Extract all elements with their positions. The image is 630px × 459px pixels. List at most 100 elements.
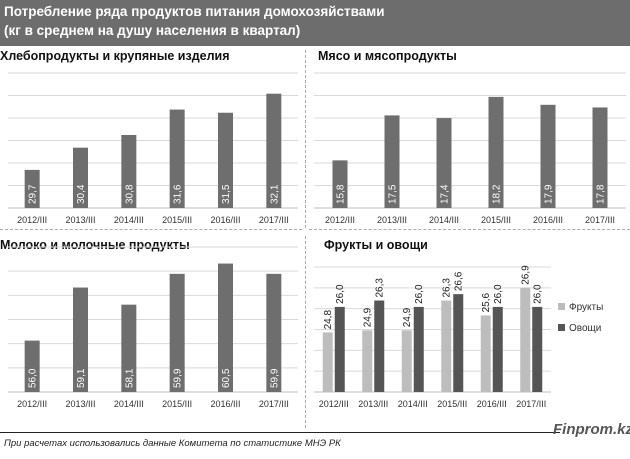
data-label: 59,9 (269, 368, 280, 388)
data-label: 59,9 (173, 368, 184, 388)
data-label: 26,0 (335, 284, 346, 304)
x-tick-label: 2017/III (585, 215, 615, 225)
data-label: 60,5 (221, 368, 232, 388)
header-title-line1: Потребление ряда продуктов питания домох… (4, 4, 385, 19)
legend-swatch (558, 303, 565, 310)
chart-title: Мясо и мясопродукты (318, 49, 457, 63)
data-label: 26,0 (533, 284, 544, 304)
data-label: 17,4 (440, 184, 451, 204)
data-label: 17,5 (388, 184, 399, 204)
x-tick-label: 2016/III (533, 215, 563, 225)
chart-dairy: Молоко и молочные продукты 2012/III 56,0 20… (0, 238, 298, 409)
data-label: 26,0 (414, 284, 425, 304)
footer-rule (0, 432, 560, 433)
bar-fruits (480, 315, 491, 392)
bar-vegetables (492, 306, 503, 392)
chart-title: Хлебопродукты и крупяные изделия (0, 49, 230, 63)
bar-vegetables (453, 294, 464, 392)
bar (73, 287, 88, 392)
bar-fruits (520, 287, 531, 392)
x-tick-label: 2012/III (17, 399, 47, 409)
data-label: 24,9 (363, 307, 374, 327)
chart-title: Молоко и молочные продукты (0, 238, 190, 252)
chart-fruits-vegetables: Фрукты и овощи2012/III24,826,02013/III24… (314, 238, 603, 409)
x-tick-label: 2017/III (259, 215, 289, 225)
x-tick-label: 2015/III (162, 215, 192, 225)
data-label: 26,3 (442, 278, 453, 298)
bar (436, 118, 452, 208)
header-banner: Потребление ряда продуктов питания домох… (0, 0, 630, 46)
x-tick-label: 2013/III (377, 215, 407, 225)
bar (488, 96, 504, 208)
data-label: 26,0 (493, 284, 504, 304)
x-tick-label: 2012/III (17, 215, 47, 225)
divider-horizontal-left (0, 229, 302, 230)
bar-vegetables (374, 300, 385, 392)
data-label: 24,8 (323, 310, 334, 330)
divider-horizontal-right (309, 229, 630, 230)
bar (592, 107, 608, 208)
data-label: 18,2 (492, 184, 503, 204)
bar (218, 112, 233, 208)
x-tick-label: 2013/III (65, 215, 95, 225)
data-label: 32,1 (269, 184, 280, 204)
bar (169, 273, 185, 392)
bar (24, 169, 40, 208)
data-label: 31,6 (173, 184, 184, 204)
divider-vertical-top (305, 50, 306, 228)
data-label: 17,9 (544, 184, 555, 204)
data-label: 26,6 (454, 271, 465, 291)
bar (121, 134, 137, 208)
data-label: 26,9 (521, 265, 532, 285)
x-tick-label: 2012/III (325, 215, 355, 225)
data-label: 30,4 (76, 184, 87, 204)
x-tick-label: 2013/III (358, 399, 388, 409)
x-tick-label: 2016/III (210, 399, 240, 409)
bar (121, 304, 137, 392)
bar-fruits (322, 332, 333, 392)
bar-fruits (441, 300, 452, 392)
x-tick-label: 2015/III (162, 399, 192, 409)
data-label: 26,3 (375, 278, 386, 298)
bar (266, 93, 282, 208)
chart-bread-cereals: Хлебопродукты и крупяные изделия 2012/III… (0, 49, 298, 225)
bar (24, 340, 40, 392)
data-label: 25,6 (481, 293, 492, 313)
x-tick-label: 2016/III (477, 399, 507, 409)
x-tick-label: 2013/III (65, 399, 95, 409)
data-label: 15,8 (336, 184, 347, 204)
x-tick-label: 2014/III (429, 215, 459, 225)
data-label: 56,0 (28, 368, 39, 388)
x-tick-label: 2014/III (114, 215, 144, 225)
x-tick-label: 2015/III (481, 215, 511, 225)
divider-vertical-bottom (305, 236, 306, 428)
bar (218, 263, 233, 392)
x-tick-label: 2012/III (319, 399, 349, 409)
legend-swatch (558, 324, 565, 331)
data-label: 58,1 (124, 368, 135, 388)
bar-vegetables (532, 306, 543, 392)
x-tick-label: 2016/III (210, 215, 240, 225)
footnote: При расчетах использовались данные Комит… (4, 438, 341, 449)
data-label: 30,8 (124, 184, 135, 204)
chart-title: Фрукты и овощи (324, 238, 428, 252)
legend-label: Овощи (569, 323, 601, 334)
brand-watermark: Finprom.kz (553, 421, 630, 438)
bar-vegetables (334, 306, 345, 392)
bar-fruits (401, 330, 412, 392)
bar (384, 115, 400, 208)
x-tick-label: 2017/III (259, 399, 289, 409)
bar-vegetables (413, 306, 424, 392)
data-label: 59,1 (76, 368, 87, 388)
x-tick-label: 2017/III (516, 399, 546, 409)
legend-label: Фрукты (569, 302, 603, 313)
x-tick-label: 2014/III (398, 399, 428, 409)
data-label: 24,9 (402, 307, 413, 327)
data-label: 17,8 (596, 184, 607, 204)
header-title-line2: (кг в среднем на душу населения в кварта… (4, 23, 301, 38)
x-tick-label: 2015/III (437, 399, 467, 409)
bar (73, 147, 88, 208)
data-label: 31,5 (221, 184, 232, 204)
bar (169, 109, 185, 208)
bar (332, 160, 348, 208)
